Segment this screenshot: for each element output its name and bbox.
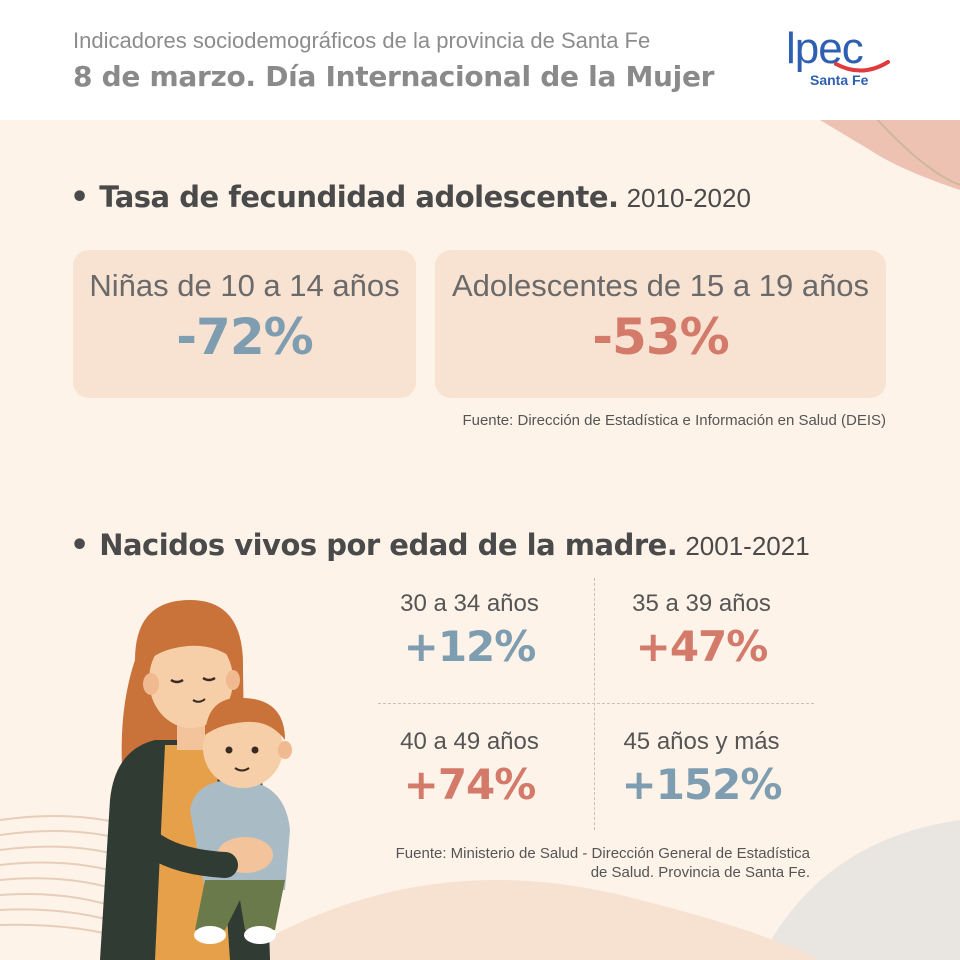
source-line: de Salud. Provincia de Santa Fe. xyxy=(590,864,810,881)
mother-and-child-icon xyxy=(100,600,292,960)
header: Indicadores sociodemográficos de la prov… xyxy=(0,0,960,120)
card-ninas: Niñas de 10 a 14 años -72% xyxy=(73,250,416,398)
logo-sub-text: Santa Fe xyxy=(810,72,869,88)
grid-divider-vertical xyxy=(594,578,595,830)
card-label: Niñas de 10 a 14 años xyxy=(89,268,400,303)
stat-label: 40 a 49 años xyxy=(400,728,539,755)
stat-40-49: 40 a 49 años +74% xyxy=(362,728,577,809)
card-adolescentes: Adolescentes de 15 a 19 años -53% xyxy=(435,250,886,398)
section2-main-title: Nacidos vivos por edad de la madre. xyxy=(99,528,678,562)
section1-title: • Tasa de fecundidad adolescente. 2010-202… xyxy=(70,180,751,215)
stat-35-39: 35 a 39 años +47% xyxy=(594,590,809,671)
section2-years: 2001-2021 xyxy=(685,531,810,561)
logo-swoosh-icon xyxy=(834,60,890,73)
source-line: Fuente: Ministerio de Salud - Dirección … xyxy=(395,845,810,862)
stat-label: 35 a 39 años xyxy=(632,590,771,617)
header-title: 8 de marzo. Día Internacional de la Muje… xyxy=(73,60,715,93)
card-label: Adolescentes de 15 a 19 años xyxy=(451,268,870,303)
stat-value: +12% xyxy=(403,622,537,671)
stat-30-34: 30 a 34 años +12% xyxy=(362,590,577,671)
section1-years: 2010-2020 xyxy=(626,183,751,213)
stat-value: +47% xyxy=(635,622,769,671)
section1-source: Fuente: Dirección de Estadística e Infor… xyxy=(462,412,886,429)
section1-main-title: Tasa de fecundidad adolescente. xyxy=(99,180,619,214)
section2-title: • Nacidos vivos por edad de la madre. 2001… xyxy=(70,528,810,563)
ipec-logo: lpec Santa Fe xyxy=(786,24,896,92)
bullet: • xyxy=(70,528,90,563)
stat-label: 45 años y más xyxy=(623,728,780,755)
stat-45-plus: 45 años y más +152% xyxy=(594,728,809,809)
stat-value: +74% xyxy=(403,760,537,809)
section2-source: Fuente: Ministerio de Salud - Dirección … xyxy=(396,844,810,882)
header-subtitle: Indicadores sociodemográficos de la prov… xyxy=(73,28,651,53)
card-value: -53% xyxy=(592,308,729,366)
grid-divider-horizontal xyxy=(378,703,814,704)
stat-label: 30 a 34 años xyxy=(400,590,539,617)
logo-main-text: lpec xyxy=(786,24,864,73)
stat-value: +152% xyxy=(621,760,783,809)
card-value: -72% xyxy=(176,308,313,366)
bullet: • xyxy=(70,180,90,215)
